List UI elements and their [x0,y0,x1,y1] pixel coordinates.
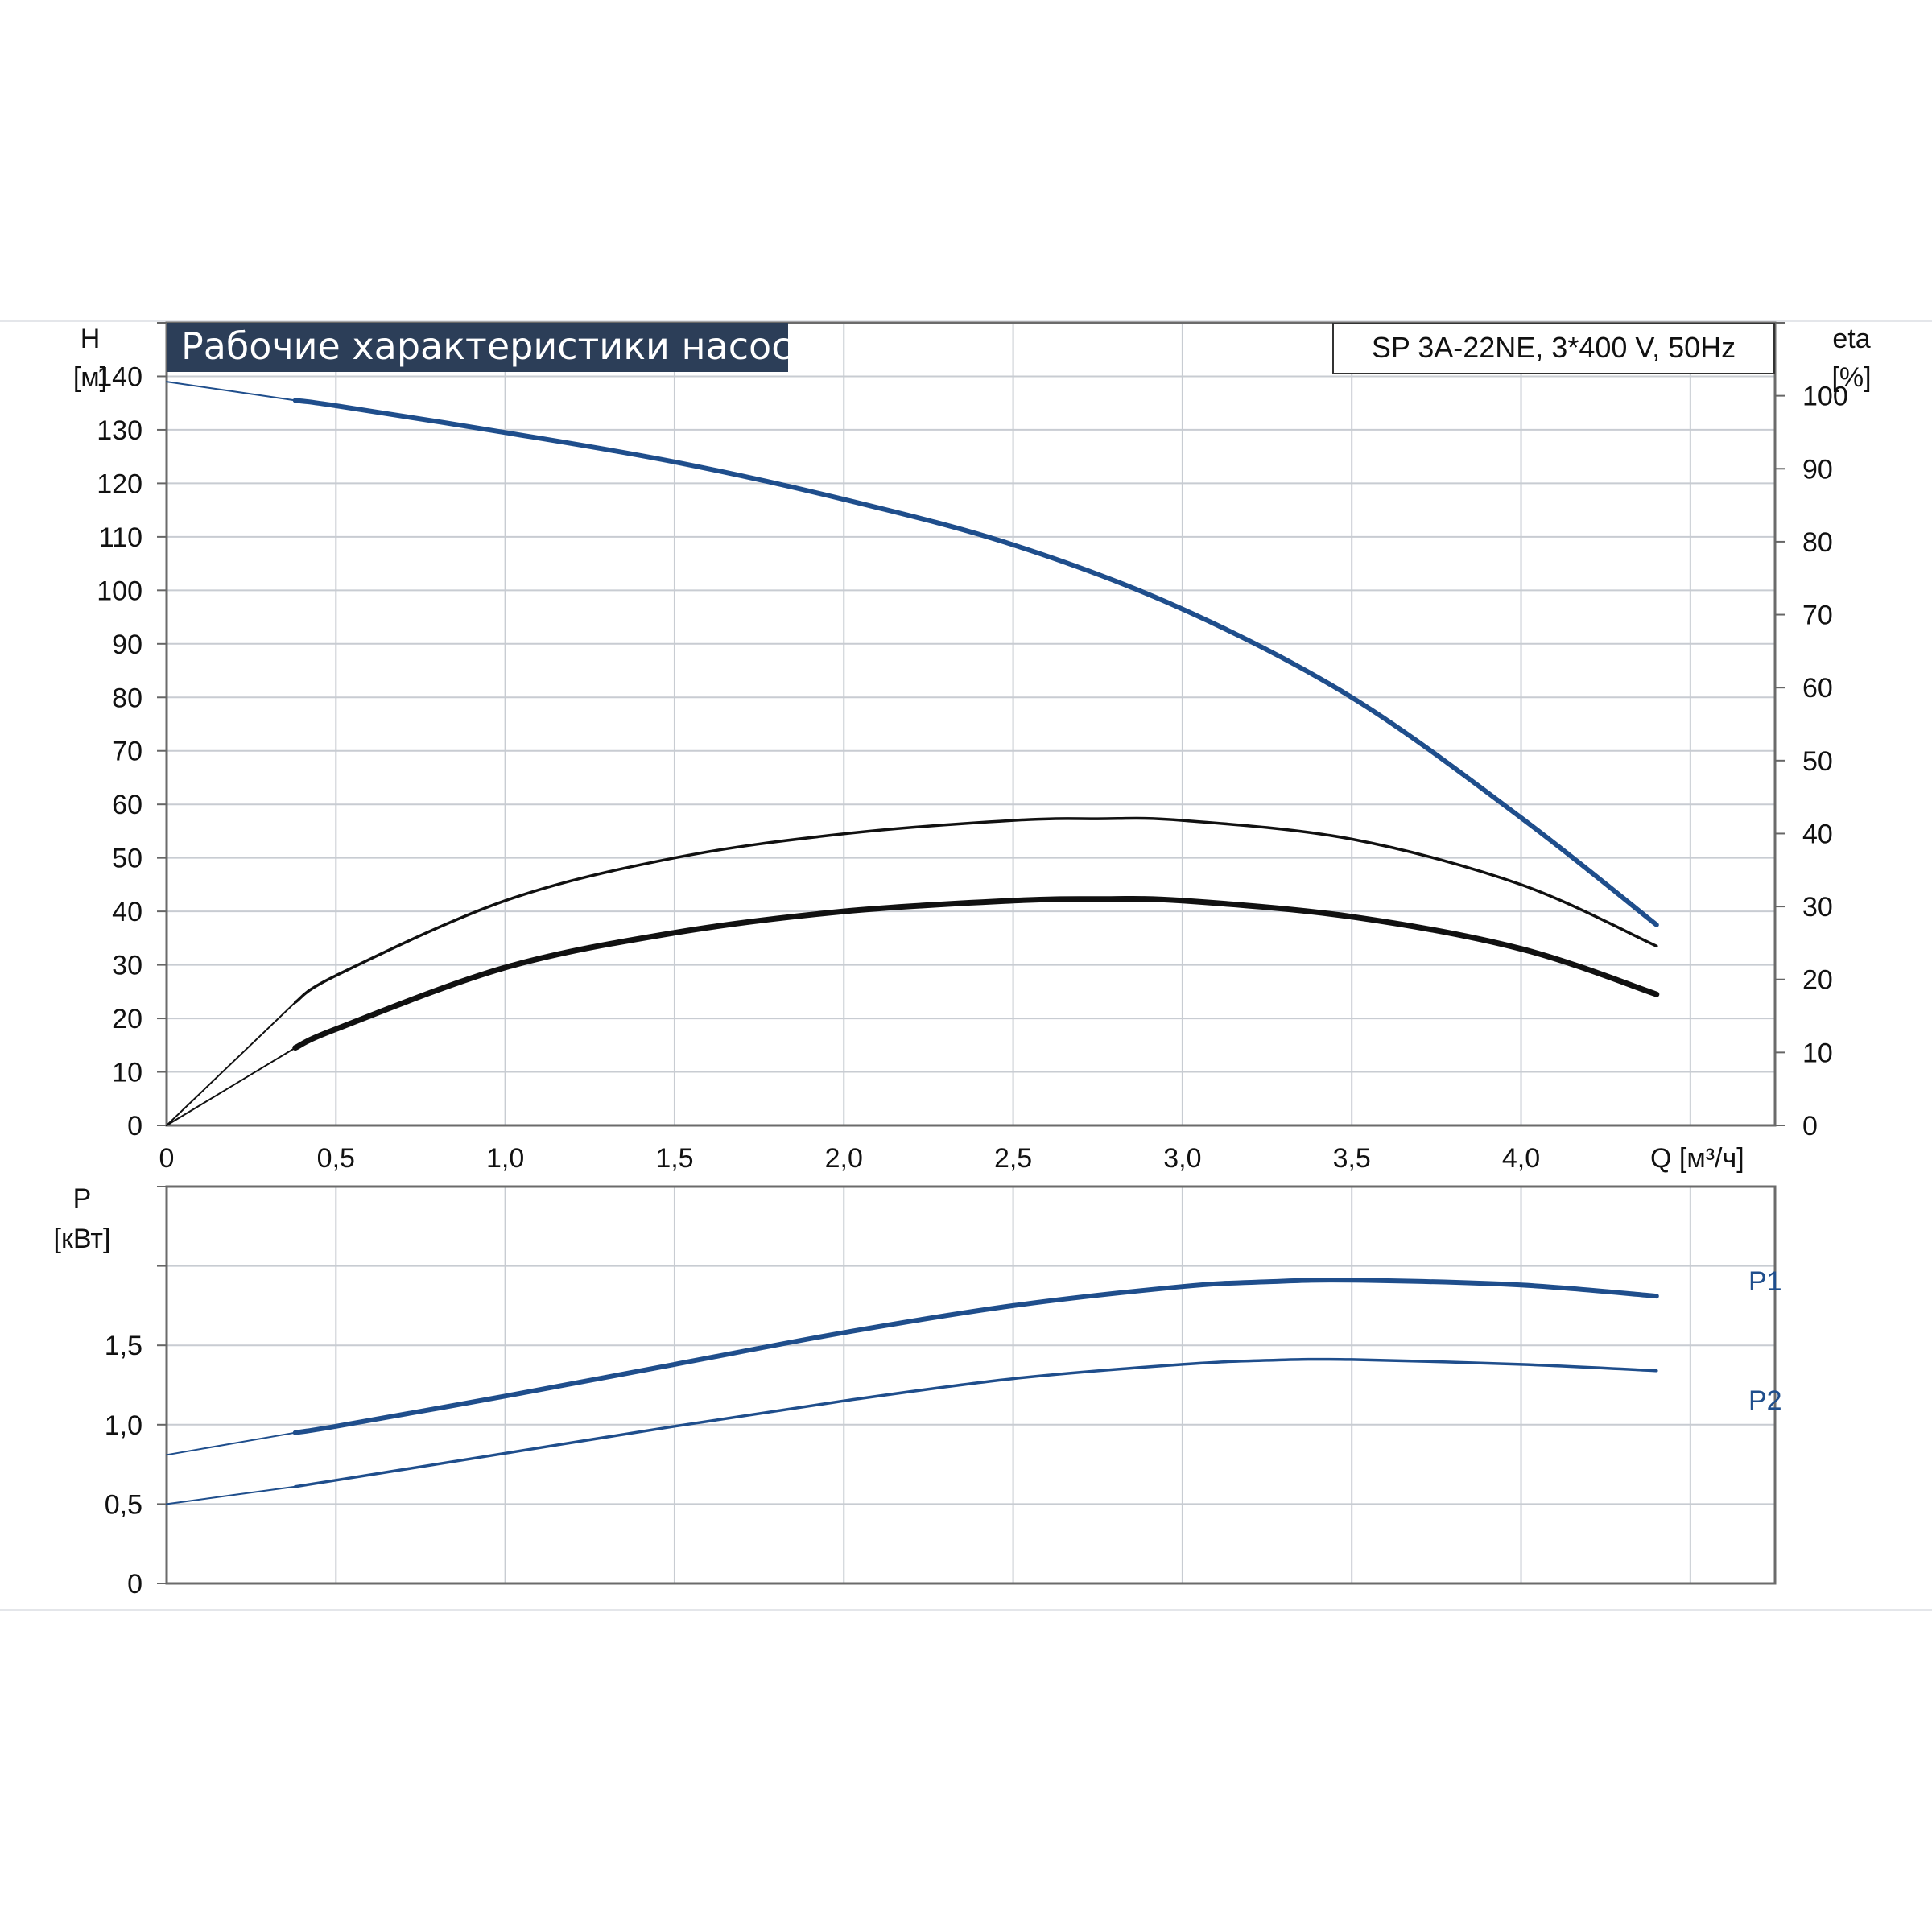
x-tick-label: 4,0 [1502,1143,1540,1174]
power-axis-unit: [кВт] [54,1224,111,1254]
x-tick-label: 0 [159,1143,175,1174]
y-left-tick-label: 0 [127,1111,142,1141]
series-label-p1: P1 [1748,1266,1782,1297]
y-right-axis-unit: [%] [1831,362,1871,393]
series-curve-upper [294,816,1658,1004]
y-right-tick-label: 60 [1802,673,1833,704]
y-left-tick-label: 40 [112,897,142,927]
lower-plot-area [165,1185,1777,1585]
model-label: SP 3A-22NE, 3*400 V, 50Hz [1372,331,1736,364]
y-left-tick-label: 30 [112,951,142,981]
y-left-tick-label: 80 [112,683,142,713]
series-p1 [292,1278,1659,1435]
y-right-tick-label: 80 [1802,527,1833,558]
y-left-tick-label: 50 [112,844,142,874]
y-left-tick-label: 130 [97,415,142,446]
x-tick-label: 2,0 [825,1143,863,1174]
power-tick-label: 1,5 [105,1331,142,1361]
series-curve-lower-extrapolated [166,1046,296,1126]
chart-title: Рабочие характеристики насоса [181,324,815,368]
y-left-axis-symbol: H [80,324,101,354]
x-tick-label: 1,5 [655,1143,693,1174]
y-left-tick-label: 140 [97,361,142,392]
y-left-tick-label: 10 [112,1058,142,1088]
series-head [292,398,1659,927]
y-right-tick-label: 0 [1802,1111,1818,1141]
series-label-p2: P2 [1748,1385,1782,1416]
x-tick-label: 3,0 [1163,1143,1201,1174]
y-right-tick-label: 70 [1802,601,1833,631]
model-label-box [1332,323,1775,374]
y-right-tick-label: 10 [1802,1038,1833,1068]
y-left-tick-label: 60 [112,790,142,820]
y-left-tick-label: 120 [97,469,142,499]
y-left-tick-label: 100 [97,576,142,606]
series-p2-extrapolated [166,1485,296,1505]
x-tick-label: 2,5 [994,1143,1032,1174]
y-left-tick-label: 70 [112,737,142,767]
y-right-tick-label: 30 [1802,892,1833,923]
y-left-tick-label: 90 [112,630,142,660]
y-right-axis-symbol: eta [1832,324,1870,354]
series-head-extrapolated [166,381,296,402]
y-right-tick-label: 40 [1802,819,1833,849]
series-curve-upper-extrapolated [166,1001,296,1126]
upper-plot-area [165,321,1777,1127]
x-axis-label: Q [м³/ч] [1650,1143,1744,1174]
y-right-tick-label: 50 [1802,746,1833,777]
y-right-tick-label: 20 [1802,965,1833,996]
power-tick-label: 1,0 [105,1410,142,1441]
series-p1-extrapolated [166,1431,296,1456]
x-tick-label: 0,5 [317,1143,355,1174]
y-left-tick-label: 110 [99,522,142,553]
y-right-tick-label: 100 [1802,382,1848,412]
series-p2 [294,1357,1658,1488]
power-tick-label: 0,5 [105,1489,142,1520]
y-left-axis-unit: [м] [73,362,107,393]
series-curve-lower [292,895,1660,1051]
y-left-tick-label: 20 [112,1004,142,1034]
chart-title-background [167,323,788,372]
y-right-tick-label: 90 [1802,454,1833,485]
power-tick-label: 0 [127,1569,142,1600]
x-tick-label: 3,5 [1333,1143,1371,1174]
power-axis-symbol: P [73,1183,92,1214]
x-tick-label: 1,0 [486,1143,524,1174]
